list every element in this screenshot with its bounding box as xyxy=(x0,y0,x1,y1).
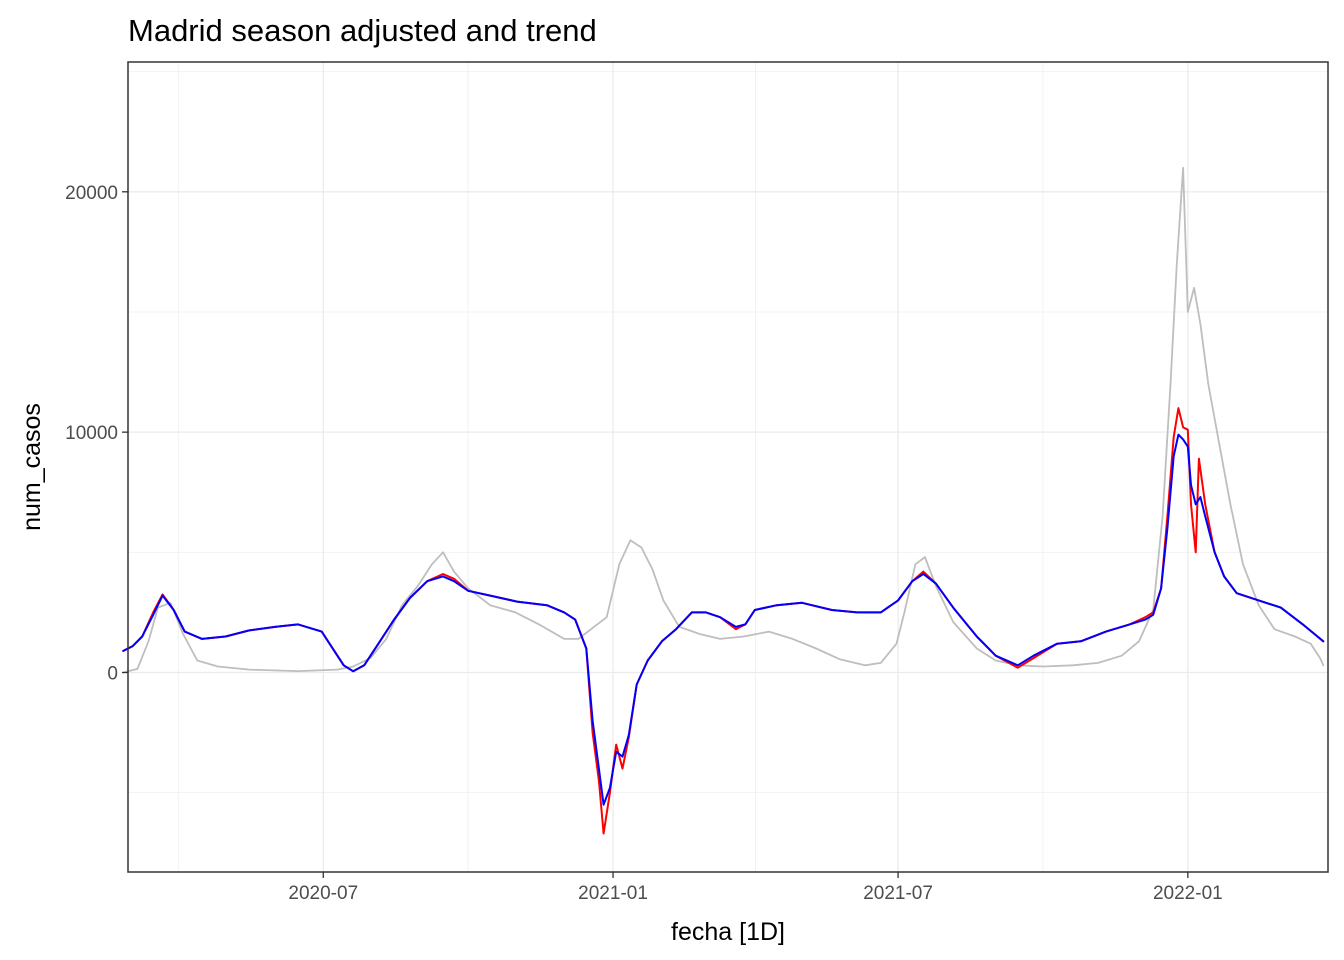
x-tick-label: 2022-01 xyxy=(1153,883,1223,904)
y-tick-label: 0 xyxy=(107,664,118,685)
x-axis-title: fecha [1D] xyxy=(671,918,785,946)
series-line-3 xyxy=(122,433,1325,806)
chart-title: Madrid season adjusted and trend xyxy=(128,13,597,48)
y-axis: 0 10000 20000 xyxy=(65,183,128,685)
x-tick-label: 2021-07 xyxy=(863,883,933,904)
x-tick-label: 2020-07 xyxy=(288,883,358,904)
x-axis: 2020-07 2021-01 2021-07 2022-01 xyxy=(288,872,1223,904)
series-layer xyxy=(122,166,1325,835)
x-tick-label: 2021-01 xyxy=(578,883,648,904)
grid-major xyxy=(128,62,1328,872)
y-axis-title: num_casos xyxy=(18,403,46,531)
y-tick-label: 20000 xyxy=(65,183,118,204)
plot-panel xyxy=(128,62,1328,872)
plot-border xyxy=(127,61,1329,873)
y-tick-label: 10000 xyxy=(65,423,118,444)
series-line-1 xyxy=(122,166,1325,674)
grid-minor xyxy=(128,62,1328,872)
